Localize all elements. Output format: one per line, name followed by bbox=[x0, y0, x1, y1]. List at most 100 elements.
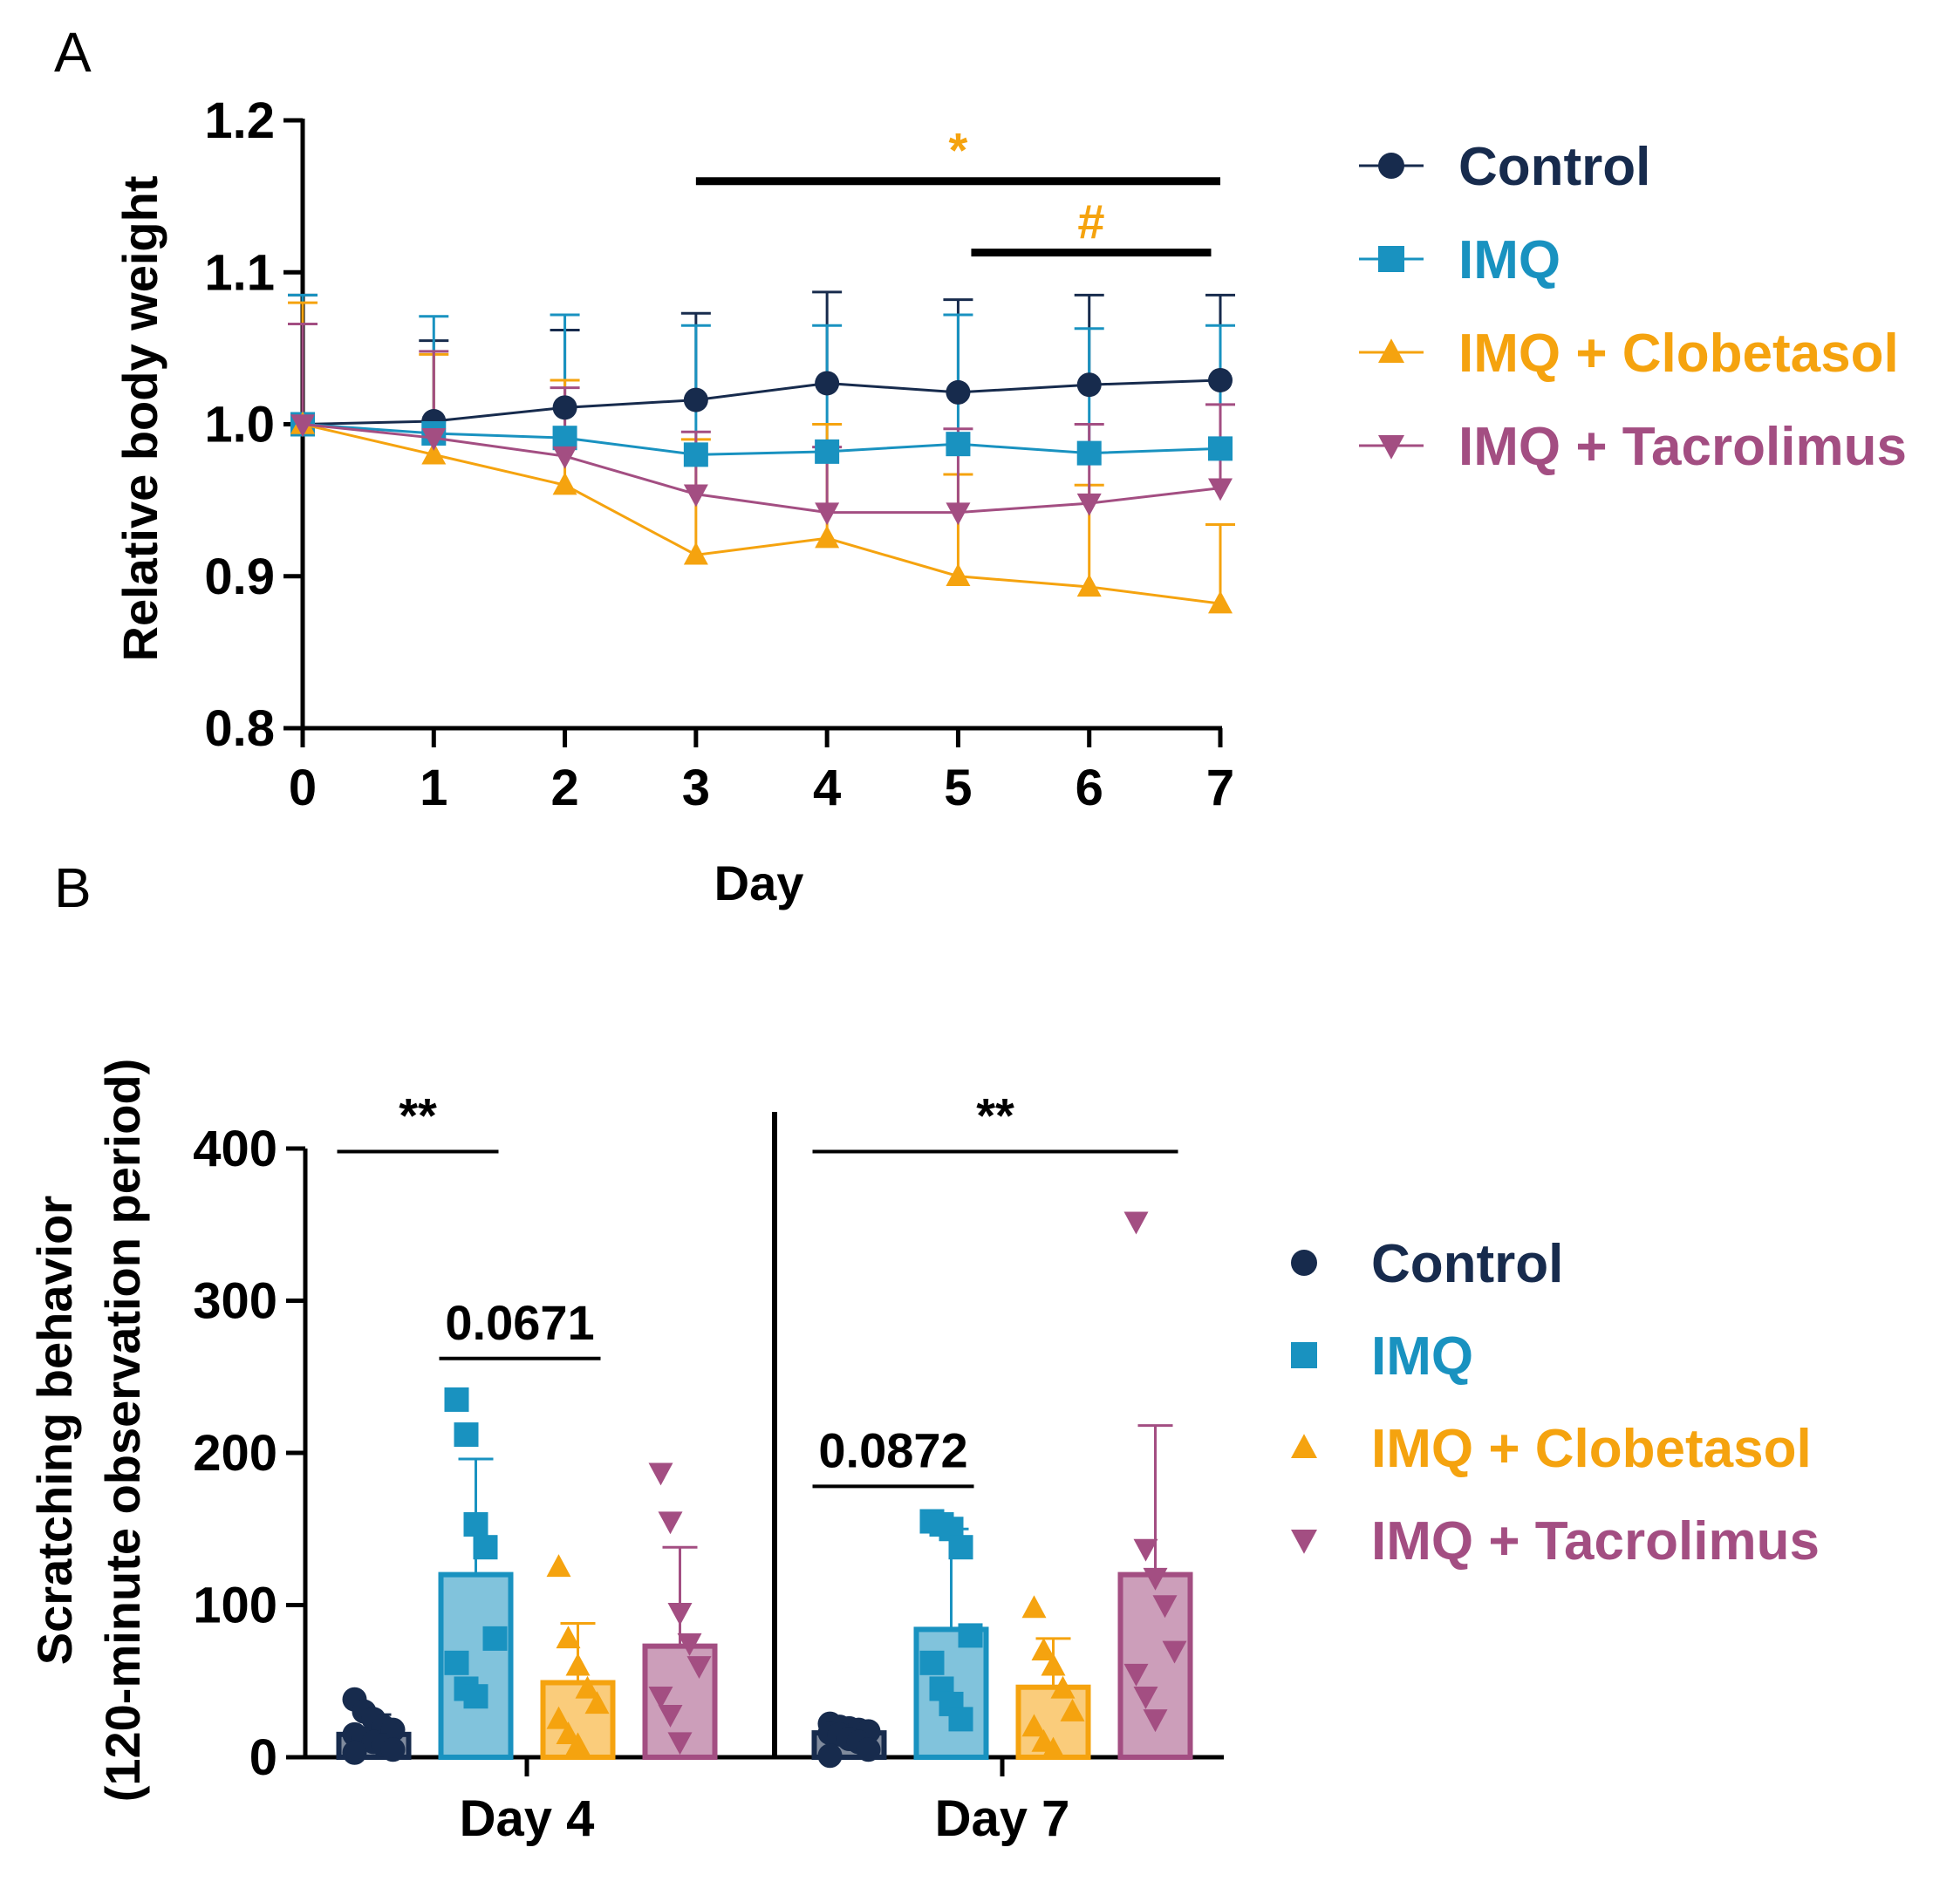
legend-marker-imq-tacrolimus bbox=[1378, 435, 1404, 460]
significance-label: 0.0872 bbox=[818, 1422, 967, 1477]
data-point-imq-tacrolimus bbox=[552, 446, 577, 469]
scatter-point-imq-tacrolimus bbox=[648, 1687, 673, 1709]
significance-marker: * bbox=[949, 123, 968, 178]
scatter-point-imq-clobetasol bbox=[1021, 1595, 1047, 1619]
significance-label: ** bbox=[399, 1087, 437, 1142]
scatter-point-imq bbox=[473, 1535, 498, 1560]
scatter-point-imq-tacrolimus bbox=[686, 1656, 712, 1679]
legend-label: IMQ + Clobetasol bbox=[1371, 1419, 1812, 1479]
data-point-imq-clobetasol bbox=[1076, 574, 1102, 597]
legend-marker-imq-clobetasol bbox=[1378, 338, 1404, 363]
legend-label: Control bbox=[1371, 1234, 1563, 1294]
panel-a-x-tick-label: 2 bbox=[550, 760, 578, 816]
data-point-imq bbox=[683, 442, 708, 467]
scatter-point-imq-tacrolimus bbox=[658, 1704, 683, 1728]
panel-b-y-tick-label: 300 bbox=[193, 1273, 277, 1330]
scatter-point-imq-clobetasol bbox=[565, 1732, 591, 1755]
scatter-point-imq bbox=[948, 1535, 973, 1560]
panel-a-x-tick-label: 5 bbox=[944, 760, 972, 816]
data-point-imq bbox=[1076, 440, 1102, 466]
panel-a-y-axis-label: Relative body weight bbox=[113, 176, 167, 662]
data-point-imq bbox=[1208, 436, 1233, 461]
legend-label: Control bbox=[1458, 137, 1650, 197]
panel-a-y-tick-label: 1.2 bbox=[204, 92, 275, 149]
data-point-control bbox=[1208, 367, 1233, 392]
legend-marker-imq-clobetasol bbox=[1291, 1434, 1317, 1458]
legend-marker-imq bbox=[1291, 1342, 1317, 1368]
panel-b-y-tick-label: 0 bbox=[249, 1729, 277, 1786]
scatter-point-imq bbox=[463, 1512, 488, 1537]
data-point-imq-clobetasol bbox=[1208, 590, 1233, 614]
data-point-imq-clobetasol bbox=[552, 472, 577, 495]
scatter-point-imq-tacrolimus bbox=[658, 1511, 683, 1535]
scatter-point-imq-clobetasol bbox=[546, 1706, 571, 1729]
legend-marker-control bbox=[1291, 1250, 1317, 1276]
scatter-point-imq-clobetasol bbox=[1041, 1653, 1066, 1676]
significance-label: 0.0671 bbox=[445, 1295, 594, 1350]
scatter-point-imq-tacrolimus bbox=[1143, 1709, 1168, 1733]
data-point-imq bbox=[946, 432, 971, 457]
data-point-control bbox=[1076, 372, 1102, 398]
series-line-control bbox=[302, 378, 1221, 426]
panel-a-line-chart: 0.8 0.9 1.0 1.1 1.2 0 1 2 3 4 5 6 7 * # Control IMQ IMQ +… bbox=[204, 92, 1907, 816]
panel-a-y-tick-label: 0.9 bbox=[204, 549, 275, 605]
scatter-point-imq-clobetasol bbox=[1031, 1638, 1056, 1661]
data-point-imq-clobetasol bbox=[421, 441, 447, 465]
panel-b-y-tick-label: 100 bbox=[193, 1578, 277, 1634]
legend-label: IMQ bbox=[1371, 1326, 1473, 1387]
legend-marker-imq bbox=[1378, 246, 1404, 272]
legend-label: IMQ + Clobetasol bbox=[1458, 324, 1899, 384]
scatter-point-imq-tacrolimus bbox=[1133, 1687, 1158, 1709]
panel-a-x-tick-label: 0 bbox=[289, 760, 317, 816]
scatter-point-imq-clobetasol bbox=[546, 1554, 571, 1578]
data-point-imq bbox=[815, 439, 840, 464]
significance-marker: # bbox=[1077, 194, 1104, 249]
scatter-point-imq-tacrolimus bbox=[1133, 1538, 1158, 1562]
scatter-point-imq bbox=[948, 1707, 973, 1732]
scatter-point-imq-clobetasol bbox=[575, 1675, 600, 1699]
data-point-imq-tacrolimus bbox=[815, 502, 840, 526]
scatter-point-imq bbox=[958, 1623, 983, 1648]
data-point-control bbox=[946, 379, 971, 405]
data-point-imq-tacrolimus bbox=[683, 484, 708, 508]
panel-a-y-tick-label: 1.1 bbox=[204, 244, 275, 301]
panel-a-x-axis-label: Day bbox=[714, 856, 804, 910]
scatter-point-imq-tacrolimus bbox=[648, 1462, 673, 1486]
data-point-imq-tacrolimus bbox=[290, 414, 315, 438]
panel-a-x-tick-label: 3 bbox=[682, 760, 710, 816]
scatter-point-imq-tacrolimus bbox=[1152, 1595, 1178, 1619]
scatter-point-control bbox=[380, 1737, 406, 1762]
scatter-point-imq bbox=[463, 1684, 488, 1709]
data-point-control bbox=[683, 387, 708, 412]
panel-a-y-tick-label: 0.8 bbox=[204, 700, 275, 757]
panel-a-x-tick-label: 1 bbox=[420, 760, 447, 816]
panel-b-category-label: Day 7 bbox=[935, 1790, 1070, 1847]
data-point-control bbox=[815, 371, 840, 396]
panel-b-y-tick-label: 400 bbox=[193, 1121, 277, 1177]
panel-a-y-tick-label: 1.0 bbox=[204, 397, 275, 453]
series-line-imq-tacrolimus bbox=[302, 423, 1221, 515]
data-point-imq-tacrolimus bbox=[1208, 478, 1233, 501]
panel-label-b: B bbox=[54, 856, 92, 919]
scatter-point-imq bbox=[444, 1387, 469, 1412]
panel-label-a: A bbox=[54, 21, 92, 84]
legend-label: IMQ + Tacrolimus bbox=[1458, 417, 1907, 477]
scatter-point-imq-tacrolimus bbox=[667, 1603, 693, 1626]
scatter-point-control bbox=[856, 1737, 881, 1762]
scatter-point-imq bbox=[919, 1650, 945, 1675]
scatter-point-imq-clobetasol bbox=[565, 1653, 591, 1676]
legend-label: IMQ + Tacrolimus bbox=[1371, 1511, 1820, 1571]
scatter-point-imq bbox=[482, 1626, 508, 1651]
data-point-imq-tacrolimus bbox=[1076, 493, 1102, 516]
series-line-imq bbox=[302, 423, 1221, 456]
legend-marker-control bbox=[1378, 153, 1404, 179]
data-point-imq-clobetasol bbox=[815, 525, 840, 549]
data-point-imq-tacrolimus bbox=[421, 427, 447, 451]
panel-b-category-label: Day 4 bbox=[460, 1790, 595, 1847]
scatter-point-imq-tacrolimus bbox=[1162, 1640, 1187, 1664]
data-point-imq bbox=[552, 426, 577, 451]
scatter-point-imq-clobetasol bbox=[556, 1626, 581, 1649]
scatter-point-imq-clobetasol bbox=[556, 1721, 581, 1745]
panel-b-y-tick-label: 200 bbox=[193, 1425, 277, 1482]
